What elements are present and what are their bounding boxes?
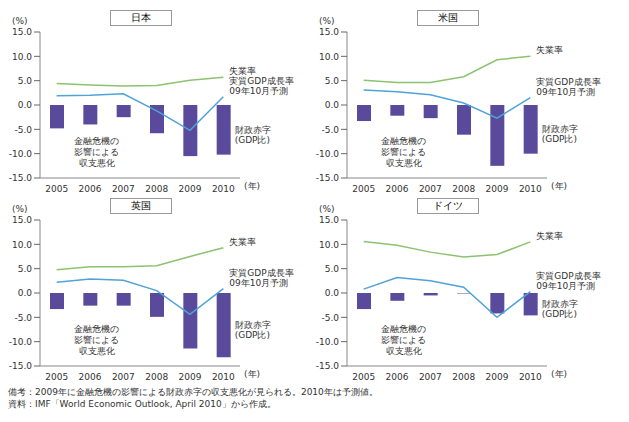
svg-text:2005: 2005 <box>45 372 68 382</box>
html-text:英国: 英国 <box>131 200 151 211</box>
html-text:資料：IMF「World Economic Outlook,: 資料：IMF「World Economic Outlook, April 201… <box>8 399 276 409</box>
svg-text:-15.0: -15.0 <box>9 361 33 371</box>
svg-text:財政赤字(GDP比): 財政赤字(GDP比) <box>235 320 271 340</box>
svg-text:2010: 2010 <box>212 372 235 382</box>
html-text:米国: 米国 <box>438 12 458 23</box>
svg-text:失業率: 失業率 <box>229 66 257 77</box>
html-text:収支悪化: 収支悪化 <box>78 346 115 356</box>
svg-text:2009: 2009 <box>179 184 202 194</box>
svg-text:財政赤字(GDP比): 財政赤字(GDP比) <box>235 125 271 145</box>
svg-text:10.0: 10.0 <box>12 52 32 62</box>
html-text:ドイツ: ドイツ <box>433 200 463 211</box>
svg-text:10.0: 10.0 <box>12 240 32 250</box>
svg-text:10.0: 10.0 <box>319 52 339 62</box>
svg-text:15.0: 15.0 <box>319 27 339 37</box>
html-text:金融危機の: 金融危機の <box>381 324 426 334</box>
svg-text:2009: 2009 <box>486 184 509 194</box>
svg-text:-10.0: -10.0 <box>316 337 340 347</box>
svg-text:5.0: 5.0 <box>18 264 33 274</box>
svg-text:2010: 2010 <box>519 372 542 382</box>
svg-text:2008: 2008 <box>145 184 168 194</box>
svg-text:-15.0: -15.0 <box>316 173 340 183</box>
html-text:影響による: 影響による <box>381 147 426 157</box>
svg-text:実質GDP成長率09年10月予測: 実質GDP成長率09年10月予測 <box>536 271 600 291</box>
svg-text:実質GDP成長率09年10月予測: 実質GDP成長率09年10月予測 <box>229 76 293 96</box>
svg-text:2009: 2009 <box>486 372 509 382</box>
html-text:備考：2009年に金融危機の影響による財政赤字の収支悪化が見: 備考：2009年に金融危機の影響による財政赤字の収支悪化が見られる。2010年は… <box>8 387 378 397</box>
svg-text:0.0: 0.0 <box>18 100 33 110</box>
svg-text:2006: 2006 <box>79 184 102 194</box>
svg-text:-10.0: -10.0 <box>9 149 33 159</box>
html-text:影響による: 影響による <box>74 147 119 157</box>
svg-text:15.0: 15.0 <box>12 215 32 225</box>
svg-text:2005: 2005 <box>352 184 375 194</box>
html-text:収支悪化: 収支悪化 <box>385 346 422 356</box>
svg-text:2007: 2007 <box>112 184 135 194</box>
svg-text:10.0: 10.0 <box>319 240 339 250</box>
svg-text:2009: 2009 <box>179 372 202 382</box>
svg-text:2008: 2008 <box>452 372 475 382</box>
svg-text:-5.0: -5.0 <box>14 313 32 323</box>
svg-text:5.0: 5.0 <box>18 76 33 86</box>
svg-text:2010: 2010 <box>212 184 235 194</box>
html-text:(年): (年) <box>244 369 260 379</box>
html-text:日本: 日本 <box>131 12 151 23</box>
svg-text:2007: 2007 <box>112 372 135 382</box>
svg-text:2010: 2010 <box>519 184 542 194</box>
svg-text:2006: 2006 <box>79 372 102 382</box>
svg-text:-5.0: -5.0 <box>14 125 32 135</box>
html-text:影響による: 影響による <box>381 335 426 345</box>
svg-text:-15.0: -15.0 <box>316 361 340 371</box>
html-text:収支悪化: 収支悪化 <box>385 158 422 168</box>
svg-text:0.0: 0.0 <box>325 288 340 298</box>
svg-text:財政赤字(GDP比): 財政赤字(GDP比) <box>542 299 578 319</box>
svg-text:5.0: 5.0 <box>325 264 340 274</box>
svg-text:-10.0: -10.0 <box>9 337 33 347</box>
svg-text:2005: 2005 <box>45 184 68 194</box>
svg-text:-15.0: -15.0 <box>9 173 33 183</box>
svg-text:5.0: 5.0 <box>325 76 340 86</box>
svg-text:2005: 2005 <box>352 372 375 382</box>
html-text:金融危機の: 金融危機の <box>74 136 119 146</box>
svg-text:2008: 2008 <box>145 372 168 382</box>
svg-text:失業率: 失業率 <box>229 237 256 247</box>
svg-text:失業率: 失業率 <box>536 231 563 241</box>
svg-text:-10.0: -10.0 <box>316 149 340 159</box>
svg-text:2008: 2008 <box>452 184 475 194</box>
html-text:金融危機の: 金融危機の <box>381 136 426 146</box>
svg-text:2007: 2007 <box>419 372 442 382</box>
svg-text:2007: 2007 <box>419 184 442 194</box>
svg-text:0.0: 0.0 <box>325 100 340 110</box>
html-text:(年): (年) <box>551 369 567 379</box>
svg-text:実質GDP成長率09年10月予測: 実質GDP成長率09年10月予測 <box>536 77 600 97</box>
svg-text:実質GDP成長率09年10月予測: 実質GDP成長率09年10月予測 <box>229 268 293 288</box>
svg-text:失業率: 失業率 <box>536 45 563 55</box>
svg-text:2006: 2006 <box>386 184 409 194</box>
html-text:収支悪化: 収支悪化 <box>78 158 115 168</box>
svg-text:15.0: 15.0 <box>12 27 32 37</box>
html-text:(年): (年) <box>551 181 567 191</box>
html-text:(年): (年) <box>244 181 260 191</box>
svg-text:2006: 2006 <box>386 372 409 382</box>
html-text:金融危機の: 金融危機の <box>74 324 119 334</box>
svg-text:-5.0: -5.0 <box>321 125 339 135</box>
svg-text:財政赤字(GDP比): 財政赤字(GDP比) <box>542 124 578 144</box>
svg-text:0.0: 0.0 <box>18 288 33 298</box>
svg-text:-5.0: -5.0 <box>321 313 339 323</box>
html-text:影響による: 影響による <box>74 335 119 345</box>
svg-text:15.0: 15.0 <box>319 215 339 225</box>
